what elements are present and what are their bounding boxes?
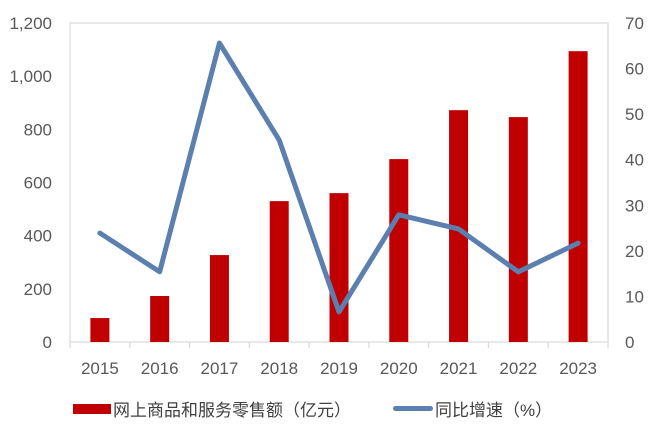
legend: 网上商品和服务零售额（亿元） 同比增速（%） [0, 396, 657, 420]
line-swatch-icon [393, 406, 433, 411]
x-axis-ticks: 2015 2016 2017 2018 2019 2020 2021 2022 2023 [69, 342, 609, 378]
bar [568, 51, 588, 342]
x-tick-label: 2019 [320, 359, 358, 378]
legend-line-label: 同比增速（%） [435, 401, 553, 420]
right-tick-label: 10 [625, 287, 644, 306]
bar [90, 318, 110, 342]
right-tick-label: 30 [625, 196, 644, 215]
legend-item-line: 同比增速（%） [393, 396, 552, 421]
right-axis-ticks: 0 10 20 30 40 50 60 70 [625, 14, 644, 352]
right-tick-label: 0 [625, 333, 634, 352]
right-tick-label: 40 [625, 151, 644, 170]
bar [209, 255, 229, 342]
legend-item-bar: 网上商品和服务零售额（亿元） [73, 396, 351, 421]
x-tick-label: 2022 [499, 359, 537, 378]
x-tick-label: 2015 [81, 359, 119, 378]
bar [449, 110, 469, 343]
left-tick-label: 600 [24, 174, 52, 193]
legend-bar-label: 网上商品和服务零售额（亿元） [113, 401, 351, 420]
bar [269, 201, 289, 342]
right-tick-label: 50 [625, 105, 644, 124]
left-tick-label: 200 [24, 280, 52, 299]
x-tick-label: 2021 [440, 359, 478, 378]
left-tick-label: 800 [24, 120, 52, 139]
bar-series [90, 51, 588, 343]
x-tick-label: 2023 [559, 359, 597, 378]
right-tick-label: 20 [625, 242, 644, 261]
bar-swatch-icon [73, 403, 111, 414]
left-tick-label: 400 [24, 227, 52, 246]
left-tick-label: 1,200 [9, 14, 52, 33]
bar [508, 117, 528, 342]
x-tick-label: 2017 [201, 359, 239, 378]
bar [389, 159, 409, 342]
x-tick-label: 2018 [260, 359, 298, 378]
x-tick-label: 2016 [141, 359, 179, 378]
left-axis-ticks: 0 200 400 600 800 1,000 1,200 [9, 14, 52, 352]
left-tick-label: 0 [43, 333, 52, 352]
right-tick-label: 60 [625, 60, 644, 79]
x-tick-label: 2020 [380, 359, 418, 378]
bar [329, 193, 349, 342]
left-tick-label: 1,000 [9, 67, 52, 86]
right-tick-label: 70 [625, 14, 644, 33]
bar [150, 296, 170, 342]
line-series [97, 40, 581, 315]
